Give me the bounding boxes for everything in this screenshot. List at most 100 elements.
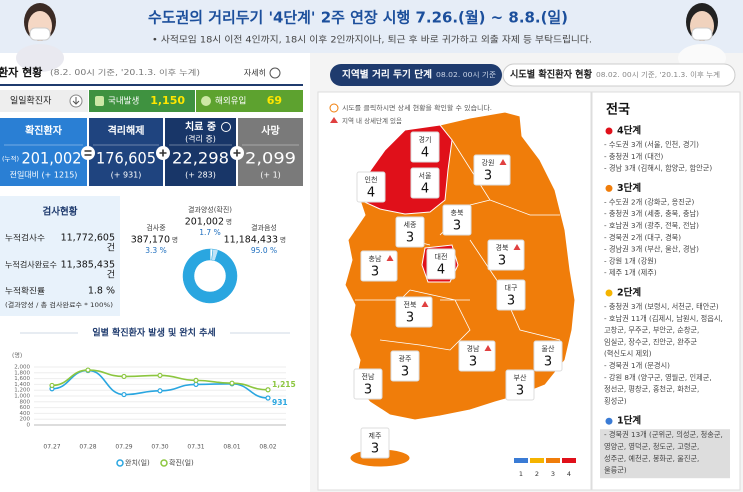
tab-inactive[interactable]: [502, 63, 736, 87]
region-label-box[interactable]: [356, 171, 386, 203]
region-warn: [513, 244, 521, 250]
region-name: 대전: [435, 252, 448, 261]
x-tick-label: 07.29: [115, 444, 132, 451]
section-line: - 강원 8개 (양구군, 영월군, 인제군,: [604, 373, 712, 382]
card-note: (누적): [2, 155, 19, 163]
section-line: (혁신도시 제외): [604, 349, 652, 358]
legend-swatch: [530, 458, 544, 463]
x-tick-label: 07.30: [151, 444, 168, 451]
breakdown-count: 387,170: [131, 235, 170, 246]
sidebar: [591, 91, 741, 491]
region-level: 3: [498, 254, 506, 269]
legend-marker: [116, 459, 124, 467]
region-label-box[interactable]: [395, 216, 425, 248]
section-line: - 경북권 2개 (대구, 경북): [604, 233, 681, 242]
stat-card: [165, 118, 236, 186]
data-point: [85, 367, 91, 373]
tests-row-unit: 건: [107, 270, 115, 281]
breakdown-percent: 95.0 %: [251, 246, 277, 255]
y-tick-label: 1,800: [14, 370, 30, 376]
tests-row-label: 누적검사수: [5, 233, 45, 243]
more-link[interactable]: 자세히: [244, 68, 266, 78]
section-line: - 강원 1개 (강원): [604, 256, 657, 265]
data-label: 931: [272, 398, 288, 407]
data-point: [265, 395, 271, 401]
tab-basis: 08.02. 00시 기준, '20.1.3. 이후 누계: [596, 70, 720, 79]
section-line: 고창군, 무주군, 부안군, 순창군,: [604, 326, 699, 335]
y-tick-label: 800: [20, 399, 31, 405]
region-name: 제주: [369, 432, 382, 440]
section-title: 2단계: [617, 287, 641, 299]
help-icon[interactable]: [221, 122, 231, 132]
section-line: - 수도권 3개 (서울, 인천, 경기): [604, 140, 699, 149]
tests-title: 검사현황: [43, 206, 78, 218]
breakdown-unit: 명: [226, 217, 232, 226]
section-line: 울릉군): [604, 466, 627, 475]
region-label-box[interactable]: [360, 427, 390, 459]
legend-level: 3: [551, 470, 555, 478]
x-tick-label: 08.01: [223, 444, 240, 451]
region-label-box[interactable]: [496, 279, 526, 311]
region-label-box[interactable]: [426, 248, 456, 280]
level-dot: [605, 127, 613, 135]
legend-label: 확진(일): [169, 458, 194, 467]
banner: [0, 0, 743, 53]
region-name: 경기: [419, 135, 432, 144]
region-label-box[interactable]: [410, 131, 440, 163]
breakdown-label: 결과양성(확진): [188, 205, 232, 214]
region-label-box[interactable]: [505, 369, 535, 401]
section-line: 성주군, 예천군, 봉화군, 울진군,: [604, 454, 699, 463]
highlight: [600, 429, 730, 479]
section-line: - 충청권 3개 (세종, 충북, 충남): [604, 209, 699, 218]
breakdown-label: 검사중: [146, 223, 166, 232]
region-name: 울산: [542, 344, 555, 353]
region-name: 충북: [451, 208, 464, 217]
region-label-box[interactable]: [353, 368, 383, 400]
legend-swatch: [562, 458, 576, 463]
tab-active[interactable]: [330, 64, 502, 86]
region-label-box[interactable]: [442, 204, 472, 236]
level-dot: [605, 289, 613, 297]
region-name: 경남: [467, 344, 480, 353]
section-line: 횡성군): [604, 396, 627, 405]
region-level: 4: [421, 182, 429, 197]
data-point: [157, 388, 163, 394]
level-dot: [605, 184, 613, 192]
section-line: - 충청권 1개 (대전): [604, 152, 664, 161]
overseas-box: [196, 90, 303, 112]
level-dot: [605, 417, 613, 425]
section-line: - 수도권 2개 (강화군, 옹진군): [604, 197, 695, 206]
operator-sign: [84, 150, 92, 156]
card-value: 201,002: [22, 149, 82, 168]
region-label-box[interactable]: [533, 340, 563, 372]
region-level: 3: [406, 311, 414, 326]
data-point: [265, 387, 271, 393]
region-level: 3: [406, 231, 414, 246]
x-tick-label: 07.27: [43, 444, 60, 451]
section-line: - 경북권 13개 (군위군, 의성군, 청송군,: [604, 430, 723, 439]
region-name: 충남: [369, 254, 382, 263]
region-label-box[interactable]: [410, 167, 440, 199]
region-level: 3: [544, 355, 552, 370]
card-change: (+ 931): [111, 171, 142, 180]
person-mask: [691, 27, 713, 41]
section-line: - 충청권 3개 (보령시, 서천군, 태안군): [604, 302, 719, 311]
card-change: (+ 1): [260, 171, 281, 180]
more-icon[interactable]: [269, 67, 281, 79]
region-level: 3: [401, 365, 409, 380]
person-body: [16, 44, 64, 72]
operator-sign: [159, 149, 167, 157]
region-warn: [484, 345, 492, 351]
breakdown-percent: 1.7 %: [199, 228, 220, 237]
region-label-box[interactable]: [390, 350, 420, 382]
domestic-value: 1,150: [150, 94, 185, 107]
warn-note: 지역 내 상세단계 있음: [342, 116, 402, 125]
daily-label-box: [0, 90, 88, 112]
section-line: - 경남권 3개 (부산, 울산, 경남): [604, 245, 699, 254]
region-name: 전남: [362, 372, 375, 381]
data-point: [121, 373, 127, 380]
warn-icon: [330, 117, 338, 123]
legend-level: 2: [535, 470, 539, 478]
breakdown-count: 11,184,433: [224, 235, 278, 246]
